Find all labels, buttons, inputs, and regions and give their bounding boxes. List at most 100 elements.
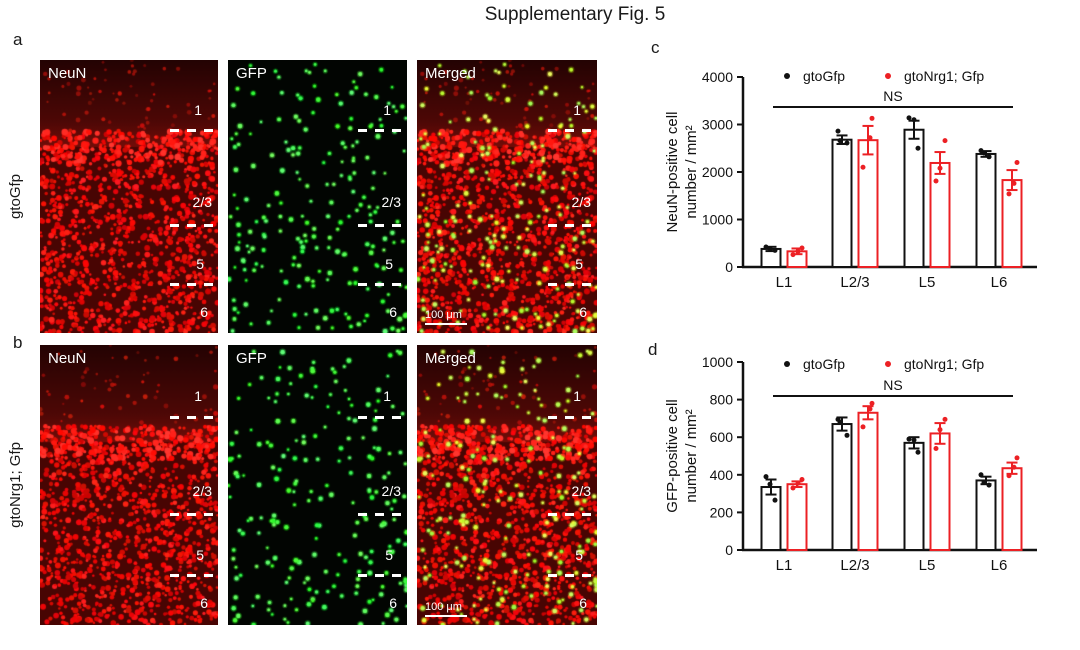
layer-label-6: 6 — [200, 304, 208, 320]
layer-label-1: 1 — [383, 102, 391, 118]
bar — [857, 139, 879, 268]
scale-bar: 100 μm — [425, 309, 467, 325]
layer-boundary-dash — [169, 283, 216, 286]
data-point — [933, 445, 939, 451]
data-point — [763, 474, 769, 480]
y-tick-label: 0 — [725, 542, 733, 558]
data-point — [906, 115, 912, 121]
micrograph-b-gfp: GFP 1 2/3 5 6 — [228, 345, 407, 625]
channel-tag-gfp: GFP — [236, 350, 267, 367]
category-label: L5 — [919, 274, 936, 291]
category-label: L6 — [991, 274, 1008, 291]
micrograph-canvas — [40, 60, 218, 333]
layer-label-1: 1 — [573, 102, 581, 118]
ns-label: NS — [883, 88, 902, 104]
data-point — [1014, 160, 1020, 165]
data-point — [937, 165, 943, 171]
y-tick-label: 400 — [710, 467, 734, 483]
data-point — [981, 479, 987, 485]
data-point — [795, 480, 801, 486]
data-point — [978, 148, 984, 154]
bar — [929, 161, 951, 268]
layer-label-6: 6 — [579, 595, 587, 611]
channel-tag-neun: NeuN — [48, 350, 87, 367]
layer-label-2/3: 2/3 — [381, 483, 401, 499]
data-point — [911, 117, 917, 123]
legend-label-gtonrg1: gtoNrg1; Gfp — [904, 68, 984, 84]
y-tick-label: 800 — [710, 392, 734, 408]
data-point — [867, 135, 873, 141]
data-point — [986, 154, 992, 160]
layer-boundary-dash — [548, 574, 595, 577]
scale-bar: 100 μm — [425, 601, 467, 617]
layer-boundary-dash — [358, 574, 405, 577]
legend-dot-gtogfp — [784, 361, 790, 367]
legend-dot-gtogfp — [784, 73, 790, 79]
y-tick-label: 4000 — [702, 69, 733, 85]
data-point — [933, 178, 939, 184]
layer-boundary-dash — [548, 416, 595, 419]
data-point — [867, 406, 873, 412]
layer-boundary-dash — [358, 283, 405, 286]
data-point — [799, 245, 805, 251]
layer-boundary-dash — [358, 224, 405, 227]
layer-label-5: 5 — [385, 256, 393, 272]
category-label: L6 — [991, 557, 1008, 574]
bar — [1001, 179, 1023, 268]
legend-label-gtogfp: gtoGfp — [803, 356, 845, 372]
bar — [831, 423, 853, 551]
micrograph-canvas — [40, 345, 218, 625]
layer-boundary-dash — [358, 416, 405, 419]
data-point — [835, 416, 841, 422]
data-point — [906, 436, 912, 442]
data-point — [942, 138, 948, 144]
layer-label-2/3: 2/3 — [192, 483, 212, 499]
channel-tag-merged: Merged — [425, 350, 476, 367]
data-point — [763, 244, 769, 250]
layer-label-2/3: 2/3 — [571, 483, 591, 499]
row-label-gtonrg1-gfp: gtoNrg1; Gfp — [6, 442, 24, 528]
legend-dot-gtonrg1 — [885, 73, 891, 79]
micrograph-canvas — [228, 345, 407, 625]
legend-label-gtonrg1: gtoNrg1; Gfp — [904, 356, 984, 372]
data-point — [915, 449, 921, 455]
y-axis-title-line1: NeuN-positive cell — [664, 112, 681, 233]
data-point — [860, 164, 866, 170]
layer-boundary-dash — [358, 513, 405, 516]
data-point — [986, 482, 992, 488]
category-label: L2/3 — [840, 557, 869, 574]
micrograph-canvas — [228, 60, 407, 333]
data-point — [1011, 180, 1017, 186]
panel-label-a: a — [13, 30, 23, 49]
data-point — [772, 247, 778, 253]
layer-label-1: 1 — [383, 388, 391, 404]
layer-label-1: 1 — [573, 388, 581, 404]
bar — [1001, 467, 1023, 551]
data-point — [1014, 455, 1020, 461]
data-point — [790, 252, 796, 258]
data-point — [1006, 473, 1012, 479]
legend-label-gtogfp: gtoGfp — [803, 68, 845, 84]
channel-tag-gfp: GFP — [236, 65, 267, 82]
data-point — [837, 138, 843, 144]
data-point — [795, 248, 801, 254]
layer-boundary-dash — [548, 513, 595, 516]
bar — [929, 432, 951, 551]
layer-boundary-dash — [548, 283, 595, 286]
layer-label-5: 5 — [575, 256, 583, 272]
layer-boundary-dash — [169, 129, 216, 132]
category-label: L1 — [776, 274, 793, 291]
y-axis-title-line2: number / mm² — [683, 409, 700, 502]
bar — [903, 128, 925, 268]
layer-label-2/3: 2/3 — [571, 194, 591, 210]
y-axis-title-line1: GFP-positive cell — [664, 399, 681, 512]
data-point — [869, 400, 875, 406]
y-tick-label: 1000 — [702, 212, 733, 228]
layer-label-6: 6 — [389, 595, 397, 611]
micrograph-canvas — [417, 60, 597, 333]
y-tick-label: 1000 — [702, 354, 733, 370]
y-tick-label: 2000 — [702, 164, 733, 180]
legend-dot-gtonrg1 — [885, 361, 891, 367]
y-tick-label: 0 — [725, 259, 733, 275]
data-point — [835, 128, 841, 134]
